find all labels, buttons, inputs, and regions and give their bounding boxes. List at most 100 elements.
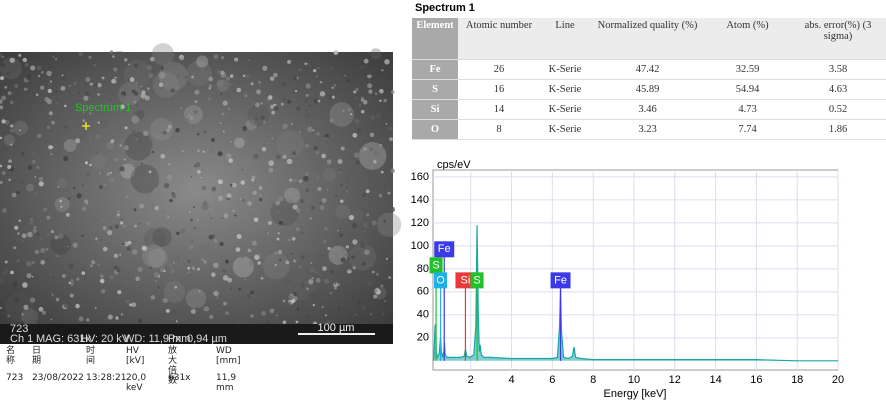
grain	[118, 315, 121, 318]
grain	[229, 183, 233, 187]
grain	[13, 120, 28, 136]
grain	[35, 232, 40, 237]
grain	[0, 62, 6, 68]
grain	[304, 112, 310, 118]
grain	[391, 55, 394, 57]
grain	[68, 263, 74, 270]
grain	[32, 228, 38, 234]
grain	[153, 272, 160, 278]
grain	[135, 309, 141, 315]
grain	[134, 91, 139, 96]
grain	[13, 296, 20, 303]
grain	[85, 83, 88, 86]
grain	[123, 86, 125, 88]
grain	[380, 170, 384, 174]
grain	[267, 95, 273, 100]
grain	[208, 87, 211, 90]
grain	[109, 50, 114, 54]
grain	[17, 232, 20, 235]
grain	[13, 73, 16, 76]
table-cell: 7.74	[705, 119, 790, 140]
grain	[75, 303, 80, 309]
grain	[326, 189, 329, 191]
grain	[236, 275, 239, 278]
table-header: Normalized quality (%)	[590, 18, 705, 60]
grain	[30, 217, 34, 221]
grain	[146, 87, 150, 91]
grain	[234, 214, 237, 217]
grain	[171, 193, 177, 199]
grain	[221, 112, 225, 116]
grain	[57, 233, 64, 240]
grain	[27, 165, 33, 170]
grain	[133, 208, 137, 212]
grain	[268, 160, 275, 166]
grain	[348, 257, 350, 260]
grain	[347, 317, 353, 324]
grain	[282, 299, 286, 303]
grain	[88, 55, 92, 59]
grain	[180, 228, 186, 234]
grain	[331, 95, 335, 99]
grain	[223, 213, 229, 219]
grain	[46, 125, 51, 130]
grain	[288, 239, 291, 241]
grain	[141, 245, 147, 251]
grain	[258, 184, 261, 187]
grain	[151, 97, 153, 99]
spectrum-marker	[82, 122, 90, 130]
table-cell: 54.94	[705, 79, 790, 100]
grain	[73, 81, 77, 86]
grain	[24, 62, 29, 67]
grain	[152, 227, 172, 247]
grain	[115, 316, 119, 320]
grain	[372, 253, 376, 256]
element-box	[470, 272, 484, 289]
x-tick-label: 10	[628, 374, 640, 386]
grain	[221, 56, 225, 60]
grain	[57, 140, 60, 143]
grain	[202, 200, 208, 206]
grain	[118, 82, 142, 106]
grain	[130, 164, 160, 194]
grain	[201, 258, 204, 262]
grain	[344, 75, 346, 77]
grain	[115, 158, 119, 162]
grain	[81, 184, 84, 187]
grain	[82, 119, 86, 123]
grain	[88, 111, 92, 116]
info-item: HV: 20 kV	[80, 333, 130, 345]
table-cell: 4.63	[790, 79, 886, 100]
grain	[352, 223, 358, 229]
grain	[157, 135, 159, 138]
grain	[131, 302, 137, 308]
grain	[342, 110, 345, 112]
grain	[34, 175, 37, 178]
grain	[363, 147, 367, 151]
grain	[326, 159, 332, 165]
grain	[310, 205, 315, 210]
grain	[216, 79, 225, 88]
grain	[365, 242, 369, 246]
element-box	[455, 272, 476, 289]
grain	[48, 145, 53, 150]
grain	[47, 82, 50, 85]
grain	[305, 188, 310, 193]
grain	[376, 171, 379, 174]
grain	[81, 271, 86, 275]
grain	[258, 252, 263, 258]
grain	[292, 151, 297, 156]
grain	[160, 66, 164, 70]
grain	[367, 281, 373, 287]
grain	[13, 246, 17, 250]
element-label: Si	[461, 274, 471, 286]
x-tick-label: 8	[590, 374, 596, 386]
grain	[196, 218, 199, 222]
grain	[21, 239, 24, 242]
grain	[198, 71, 203, 76]
grain	[284, 278, 289, 282]
grain	[193, 206, 196, 209]
grain	[213, 262, 219, 268]
grain	[169, 199, 173, 203]
